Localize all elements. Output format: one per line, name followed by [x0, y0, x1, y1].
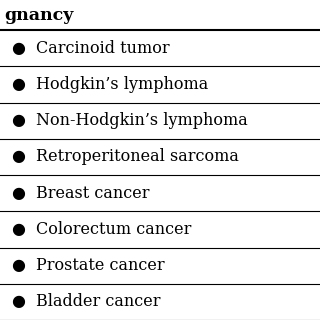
Text: ●: ● [11, 76, 25, 93]
Text: ●: ● [11, 148, 25, 165]
Text: Carcinoid tumor: Carcinoid tumor [36, 40, 170, 57]
Text: ●: ● [11, 40, 25, 57]
Text: ●: ● [11, 257, 25, 274]
Text: Hodgkin’s lymphoma: Hodgkin’s lymphoma [36, 76, 208, 93]
Text: Retroperitoneal sarcoma: Retroperitoneal sarcoma [36, 148, 239, 165]
Text: Breast cancer: Breast cancer [36, 185, 149, 202]
Text: ●: ● [11, 185, 25, 202]
Text: Prostate cancer: Prostate cancer [36, 257, 164, 274]
Text: ●: ● [11, 112, 25, 129]
Text: Colorectum cancer: Colorectum cancer [36, 221, 191, 238]
Text: Non-Hodgkin’s lymphoma: Non-Hodgkin’s lymphoma [36, 112, 248, 129]
Text: gnancy: gnancy [4, 7, 73, 24]
Text: ●: ● [11, 221, 25, 238]
Text: ●: ● [11, 293, 25, 310]
Text: Bladder cancer: Bladder cancer [36, 293, 161, 310]
